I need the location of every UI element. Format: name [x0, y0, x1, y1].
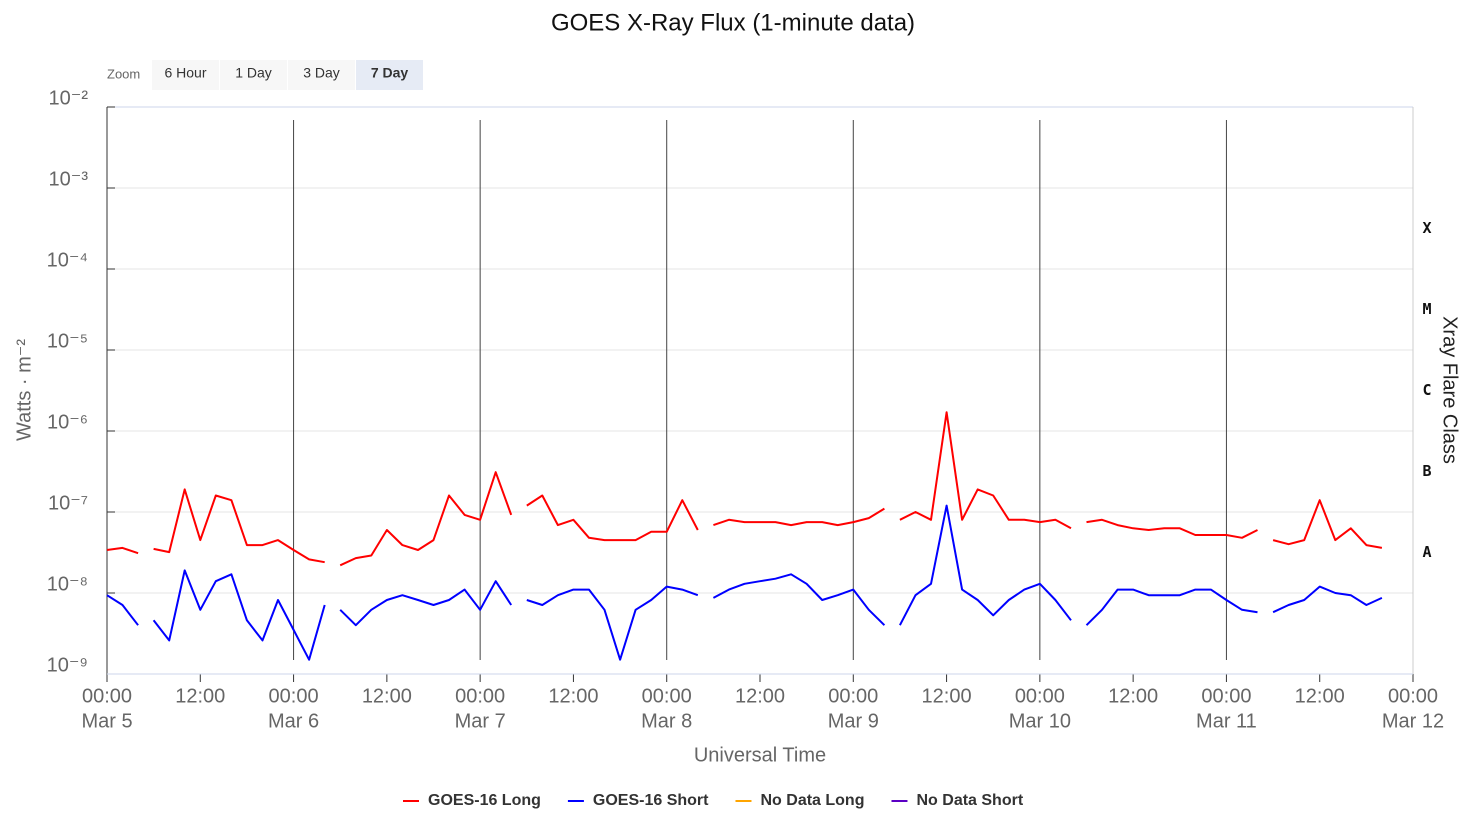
x-tick-label: Mar 6	[268, 710, 319, 732]
x-tick-label: 00:00	[1388, 685, 1438, 707]
zoom-button-bg	[356, 60, 423, 90]
zoom-button-bg	[220, 60, 287, 90]
y-axis-title: Watts · m⁻²	[13, 339, 35, 441]
x-tick-label: 12:00	[922, 685, 972, 707]
y-tick-label: 10⁻⁸	[47, 573, 88, 595]
x-tick-label: 12:00	[735, 685, 785, 707]
zoom-button[interactable]: 1 Day	[220, 60, 287, 90]
legend-label: No Data Long	[760, 792, 864, 809]
x-tick-label: 00:00	[82, 685, 132, 707]
series-line	[106, 504, 1383, 661]
x-tick-label: 12:00	[1108, 685, 1158, 707]
y2-axis-title: Xray Flare Class	[1439, 316, 1461, 464]
x-tick-label: Mar 10	[1009, 710, 1071, 732]
legend-item[interactable]: No Data Short	[891, 792, 1024, 809]
legend-label: GOES-16 Long	[428, 792, 541, 809]
x-tick-label: 12:00	[175, 685, 225, 707]
chart-title: GOES X-Ray Flux (1-minute data)	[551, 9, 915, 36]
zoom-button-bg	[152, 60, 219, 90]
y-tick-label: 10⁻⁹	[47, 654, 88, 676]
x-tick-label: Mar 5	[81, 710, 132, 732]
x-tick-label: Mar 9	[828, 710, 879, 732]
x-tick-label: 12:00	[548, 685, 598, 707]
flare-class-label: C	[1422, 381, 1431, 399]
y-tick-label: 10⁻⁶	[47, 411, 88, 433]
x-tick-label: 00:00	[455, 685, 505, 707]
legend-item[interactable]: GOES-16 Long	[403, 792, 541, 809]
x-tick-label: Mar 7	[455, 710, 506, 732]
x-tick-label: 00:00	[1201, 685, 1251, 707]
y-tick-label: 10⁻³	[49, 168, 89, 190]
zoom-button-label: 7 Day	[371, 65, 409, 81]
legend-label: No Data Short	[916, 792, 1023, 809]
series-line	[106, 411, 1383, 567]
x-tick-label: Mar 8	[641, 710, 692, 732]
zoom-button[interactable]: 6 Hour	[152, 60, 219, 90]
x-tick-label: 00:00	[828, 685, 878, 707]
zoom-button-label: 3 Day	[303, 65, 340, 81]
flare-class-label: X	[1422, 219, 1431, 237]
flare-class-label: B	[1422, 462, 1431, 480]
y-tick-label: 10⁻⁴	[47, 249, 88, 271]
x-tick-label: Mar 11	[1196, 710, 1257, 732]
zoom-button-bg	[288, 60, 355, 90]
x-axis-title: Universal Time	[694, 744, 826, 766]
x-tick-label: 12:00	[1295, 685, 1345, 707]
zoom-button-label: 6 Hour	[164, 65, 206, 81]
y-tick-label: 10⁻⁷	[48, 492, 88, 514]
zoom-button[interactable]: 7 Day	[356, 60, 423, 90]
flare-class-label: M	[1422, 300, 1431, 318]
zoom-button[interactable]: 3 Day	[288, 60, 355, 90]
y-tick-label: 10⁻⁵	[47, 330, 88, 352]
zoom-label: Zoom	[107, 66, 140, 81]
legend-item[interactable]: GOES-16 Short	[567, 792, 709, 809]
y-tick-label: 10⁻²	[49, 87, 89, 109]
flare-class-label: A	[1422, 543, 1431, 561]
x-tick-label: 00:00	[269, 685, 319, 707]
legend-label: GOES-16 Short	[593, 792, 709, 809]
x-tick-label: 00:00	[1015, 685, 1065, 707]
legend-item[interactable]: No Data Long	[735, 792, 864, 809]
x-tick-label: Mar 12	[1382, 710, 1444, 732]
x-tick-label: 00:00	[642, 685, 692, 707]
x-tick-label: 12:00	[362, 685, 412, 707]
zoom-button-label: 1 Day	[235, 65, 272, 81]
